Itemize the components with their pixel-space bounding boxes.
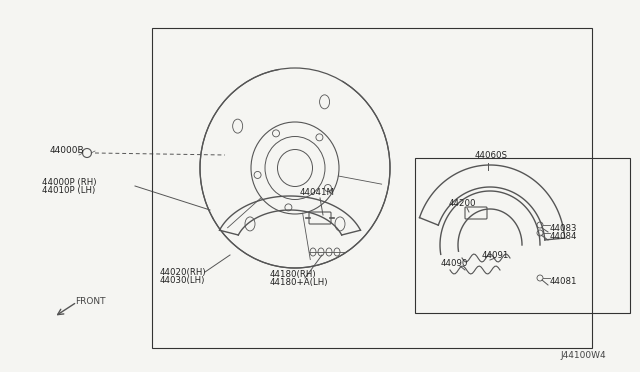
Text: 44041M: 44041M [300,187,335,196]
Text: 44000B: 44000B [50,145,84,154]
Text: 44084: 44084 [550,231,577,241]
Text: 44020(RH): 44020(RH) [160,267,207,276]
Text: 44030(LH): 44030(LH) [160,276,205,285]
Text: 44180(RH): 44180(RH) [270,269,317,279]
Text: 44091: 44091 [482,250,509,260]
Text: 44000P (RH): 44000P (RH) [42,177,97,186]
Text: J44100W4: J44100W4 [560,350,605,359]
Text: 44010P (LH): 44010P (LH) [42,186,95,195]
Text: FRONT: FRONT [75,298,106,307]
Text: 44180+A(LH): 44180+A(LH) [270,278,328,286]
Text: 44083: 44083 [550,224,577,232]
Text: 44200: 44200 [449,199,477,208]
Text: 44060S: 44060S [475,151,508,160]
Text: 44090: 44090 [441,259,468,267]
Text: 44081: 44081 [550,278,577,286]
